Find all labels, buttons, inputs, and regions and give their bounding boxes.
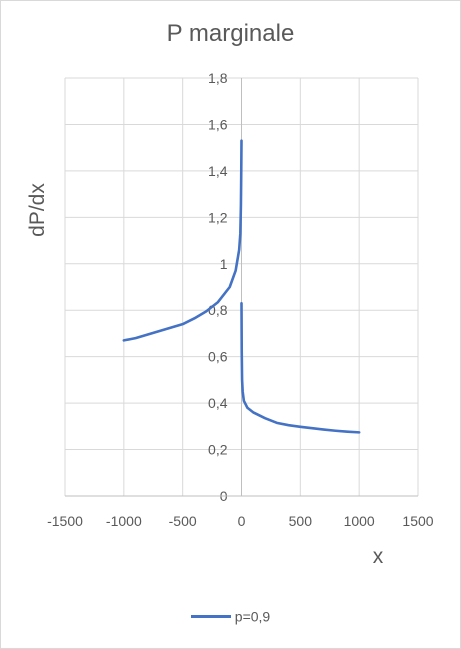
y-tick-labels: 00,20,40,60,811,21,41,61,8	[208, 70, 228, 504]
y-tick-label: 1	[220, 256, 228, 272]
x-tick-label: 0	[238, 513, 246, 529]
y-tick-label: 1,8	[208, 70, 228, 86]
chart-title: P marginale	[166, 20, 295, 47]
legend: p=0,9	[0, 607, 461, 624]
y-tick-label: 0,8	[208, 302, 228, 318]
x-tick-label: 1000	[344, 513, 375, 529]
x-tick-label: -1500	[47, 513, 83, 529]
y-tick-label: 1,2	[208, 209, 228, 225]
y-tick-label: 1,6	[208, 116, 228, 132]
x-tick-label: -1000	[106, 513, 142, 529]
legend-swatch	[190, 614, 231, 618]
x-tick-label: 500	[289, 513, 313, 529]
y-tick-label: 0,6	[208, 349, 228, 365]
series-group	[122, 139, 361, 434]
y-tick-label: 1,4	[208, 163, 228, 179]
series-line	[240, 301, 361, 434]
y-tick-label: 0,2	[208, 442, 228, 458]
x-tick-label: -500	[169, 513, 197, 529]
legend-label: p=0,9	[234, 608, 271, 625]
x-tick-labels: -1500 -1000 -500 0 500 1000 1500	[47, 513, 434, 529]
x-tick-label: 1500	[402, 513, 433, 529]
x-axis-title: x	[372, 545, 384, 568]
y-tick-label: 0,4	[208, 395, 228, 411]
series-line	[122, 139, 243, 342]
